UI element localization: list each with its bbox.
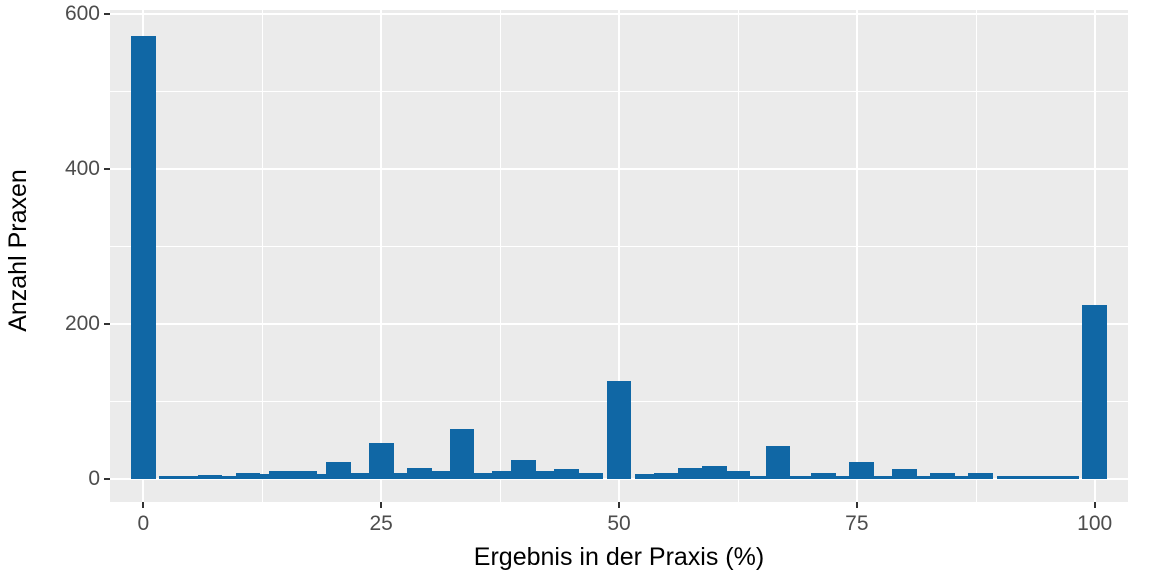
grid-line-v	[380, 10, 382, 502]
histogram-bar	[968, 473, 993, 479]
histogram-bar	[654, 473, 679, 479]
x-tick-label: 75	[845, 502, 868, 536]
histogram-bar	[578, 473, 603, 479]
x-tick-label: 50	[607, 502, 630, 536]
grid-line-v-minor	[976, 10, 977, 502]
histogram-bar	[269, 471, 294, 479]
x-tick-label: 25	[369, 502, 392, 536]
y-tick-label: 400	[65, 157, 110, 181]
histogram-bar	[678, 468, 703, 479]
histogram-bar	[766, 446, 791, 479]
grid-line-v-minor	[262, 10, 263, 502]
plot-area: 02004006000255075100	[110, 10, 1128, 502]
histogram-bar	[450, 429, 475, 479]
histogram-bar	[726, 471, 751, 479]
x-tick-label: 100	[1077, 502, 1112, 536]
histogram-bar	[326, 462, 351, 479]
histogram-bar	[131, 36, 156, 479]
histogram-bar	[554, 469, 579, 478]
histogram-bar	[702, 466, 727, 478]
y-axis-label-text: Anzahl Praxen	[4, 169, 33, 332]
histogram-bar	[849, 462, 874, 479]
grid-line-v-minor	[500, 10, 501, 502]
histogram-bar	[511, 460, 536, 479]
x-tick-label: 0	[137, 502, 149, 536]
x-axis-label: Ergebnis in der Praxis (%)	[110, 543, 1128, 572]
histogram-bar	[426, 471, 451, 479]
y-axis-label: Anzahl Praxen	[0, 0, 36, 500]
grid-line-v	[856, 10, 858, 502]
histogram-figure: Anzahl Praxen 02004006000255075100 Ergeb…	[0, 0, 1152, 576]
histogram-bar	[811, 473, 836, 479]
histogram-bar	[1082, 305, 1107, 479]
grid-line-v-minor	[738, 10, 739, 502]
histogram-bar	[1054, 476, 1079, 479]
histogram-bar	[607, 381, 632, 479]
y-tick-label: 0	[88, 467, 110, 491]
y-tick-label: 200	[65, 312, 110, 336]
y-tick-label: 600	[65, 2, 110, 26]
histogram-bar	[787, 476, 812, 479]
